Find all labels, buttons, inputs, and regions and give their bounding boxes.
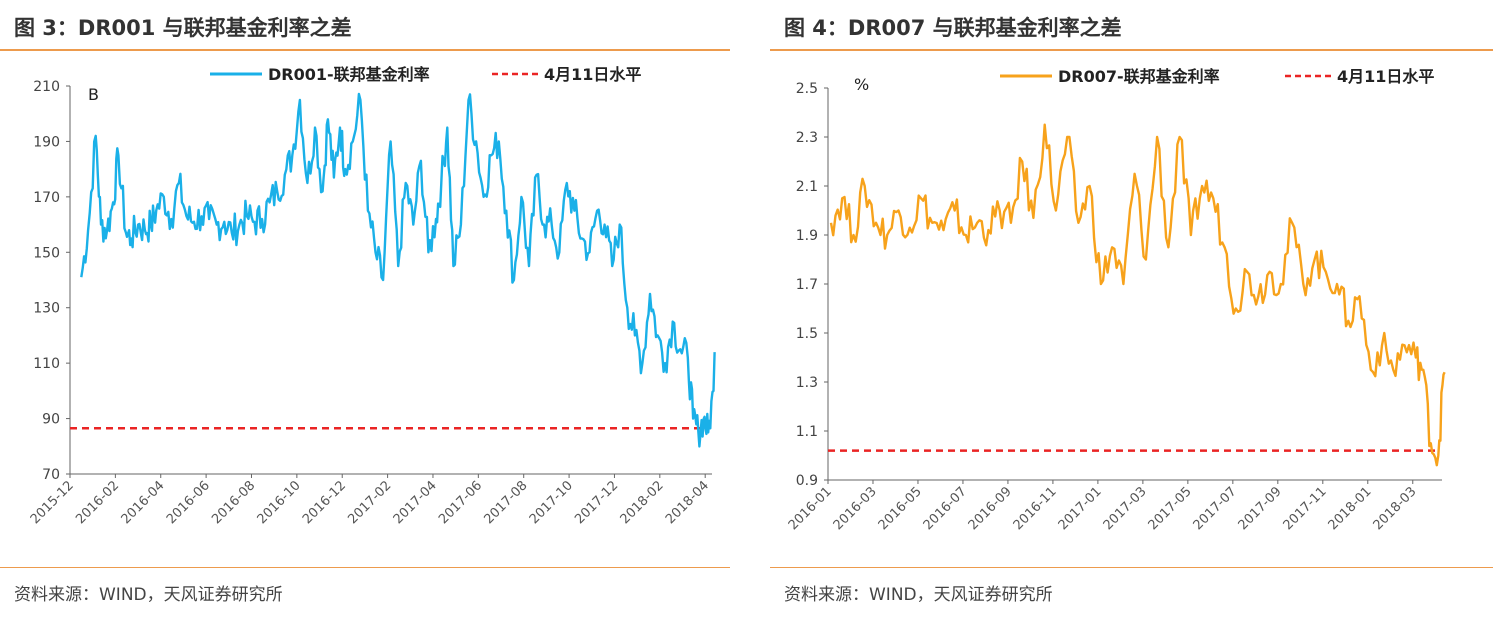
y-tick-label: 110 xyxy=(33,356,60,372)
y-tick-label: 2.1 xyxy=(796,179,818,195)
x-tick-label: 2016-05 xyxy=(876,484,925,533)
y-tick-label: 1.7 xyxy=(796,277,818,293)
x-tick-label: 2018-04 xyxy=(663,478,712,527)
x-tick-label: 2017-12 xyxy=(572,478,621,527)
y-tick-label: 1.5 xyxy=(796,326,818,342)
y-tick-label: 210 xyxy=(33,79,60,95)
x-tick-label: 2016-12 xyxy=(300,478,349,527)
y-tick-label: 2.3 xyxy=(796,130,818,146)
x-tick-label: 2018-02 xyxy=(618,478,667,527)
dr001-chart: 70901101301501701902102015-122016-022016… xyxy=(28,65,716,527)
x-tick-label: 2017-04 xyxy=(391,478,440,527)
source-note: 资料来源：WIND，天风证券研究所 xyxy=(784,585,1053,605)
series-line xyxy=(80,92,716,448)
x-tick-label: 2017-07 xyxy=(1191,484,1240,533)
source-divider xyxy=(770,567,1493,568)
x-tick-label: 2016-07 xyxy=(921,484,970,533)
y-tick-label: 130 xyxy=(33,301,60,317)
title-divider xyxy=(770,49,1493,51)
x-tick-label: 2016-03 xyxy=(831,484,880,533)
title-divider xyxy=(0,49,730,51)
x-tick-label: 2018-03 xyxy=(1371,484,1420,533)
y-tick-label: 150 xyxy=(33,245,60,261)
x-tick-label: 2017-09 xyxy=(1236,484,1285,533)
x-tick-label: 2017-02 xyxy=(345,478,394,527)
x-tick-label: 2018-01 xyxy=(1326,484,1375,533)
y-tick-label: 1.9 xyxy=(796,228,818,244)
x-tick-label: 2016-11 xyxy=(1011,484,1060,533)
y-tick-label: 0.9 xyxy=(796,473,818,489)
source-note: 资料来源：WIND，天风证券研究所 xyxy=(14,585,283,605)
x-tick-label: 2017-05 xyxy=(1146,484,1195,533)
x-tick-label: 2016-02 xyxy=(73,478,122,527)
y-tick-label: 1.3 xyxy=(796,375,818,391)
chart-panel-dr001: 图 3：DR001 与联邦基金利率之差 70 90 110 130 150 170 190 2… xyxy=(0,0,730,622)
x-tick-label: 2016-10 xyxy=(255,478,304,527)
x-tick-label: 2017-10 xyxy=(527,478,576,527)
unit-label: B xyxy=(88,85,99,104)
figure-title: 图 4：DR007 与联邦基金利率之差 xyxy=(784,16,1122,40)
x-tick-label: 2016-08 xyxy=(209,478,258,527)
legend-label-main: DR001-联邦基金利率 xyxy=(268,65,430,84)
legend-label-ref: 4月11日水平 xyxy=(544,65,641,84)
x-tick-label: 2016-06 xyxy=(164,478,213,527)
source-divider xyxy=(0,567,730,568)
x-tick-label: 2017-11 xyxy=(1281,484,1330,533)
x-tick-label: 2017-08 xyxy=(482,478,531,527)
x-tick-label: 2017-06 xyxy=(436,478,485,527)
y-tick-label: 190 xyxy=(33,134,60,150)
figure-title: 图 3：DR001 与联邦基金利率之差 xyxy=(14,16,352,40)
x-tick-label: 2016-01 xyxy=(786,484,835,533)
chart-panel-dr007: 图 4：DR007 与联邦基金利率之差 0.9 1.1 1.3 1.5 1.7 1.9 2.… xyxy=(770,0,1493,622)
y-tick-label: 1.1 xyxy=(796,424,818,440)
series-line xyxy=(829,123,1446,467)
y-tick-label: 70 xyxy=(42,467,60,483)
dr007-chart: 0.91.11.31.51.71.92.12.32.52016-012016-0… xyxy=(786,67,1446,533)
y-tick-label: 170 xyxy=(33,190,60,206)
x-tick-label: 2015-12 xyxy=(28,478,77,527)
legend-label-main: DR007-联邦基金利率 xyxy=(1058,67,1220,86)
y-tick-label: 2.5 xyxy=(796,81,818,97)
y-tick-label: 90 xyxy=(42,412,60,428)
unit-label: % xyxy=(854,75,869,94)
x-tick-label: 2017-01 xyxy=(1056,484,1105,533)
x-tick-label: 2017-03 xyxy=(1101,484,1150,533)
x-tick-label: 2016-09 xyxy=(966,484,1015,533)
x-tick-label: 2016-04 xyxy=(119,478,168,527)
legend-label-ref: 4月11日水平 xyxy=(1337,67,1434,86)
